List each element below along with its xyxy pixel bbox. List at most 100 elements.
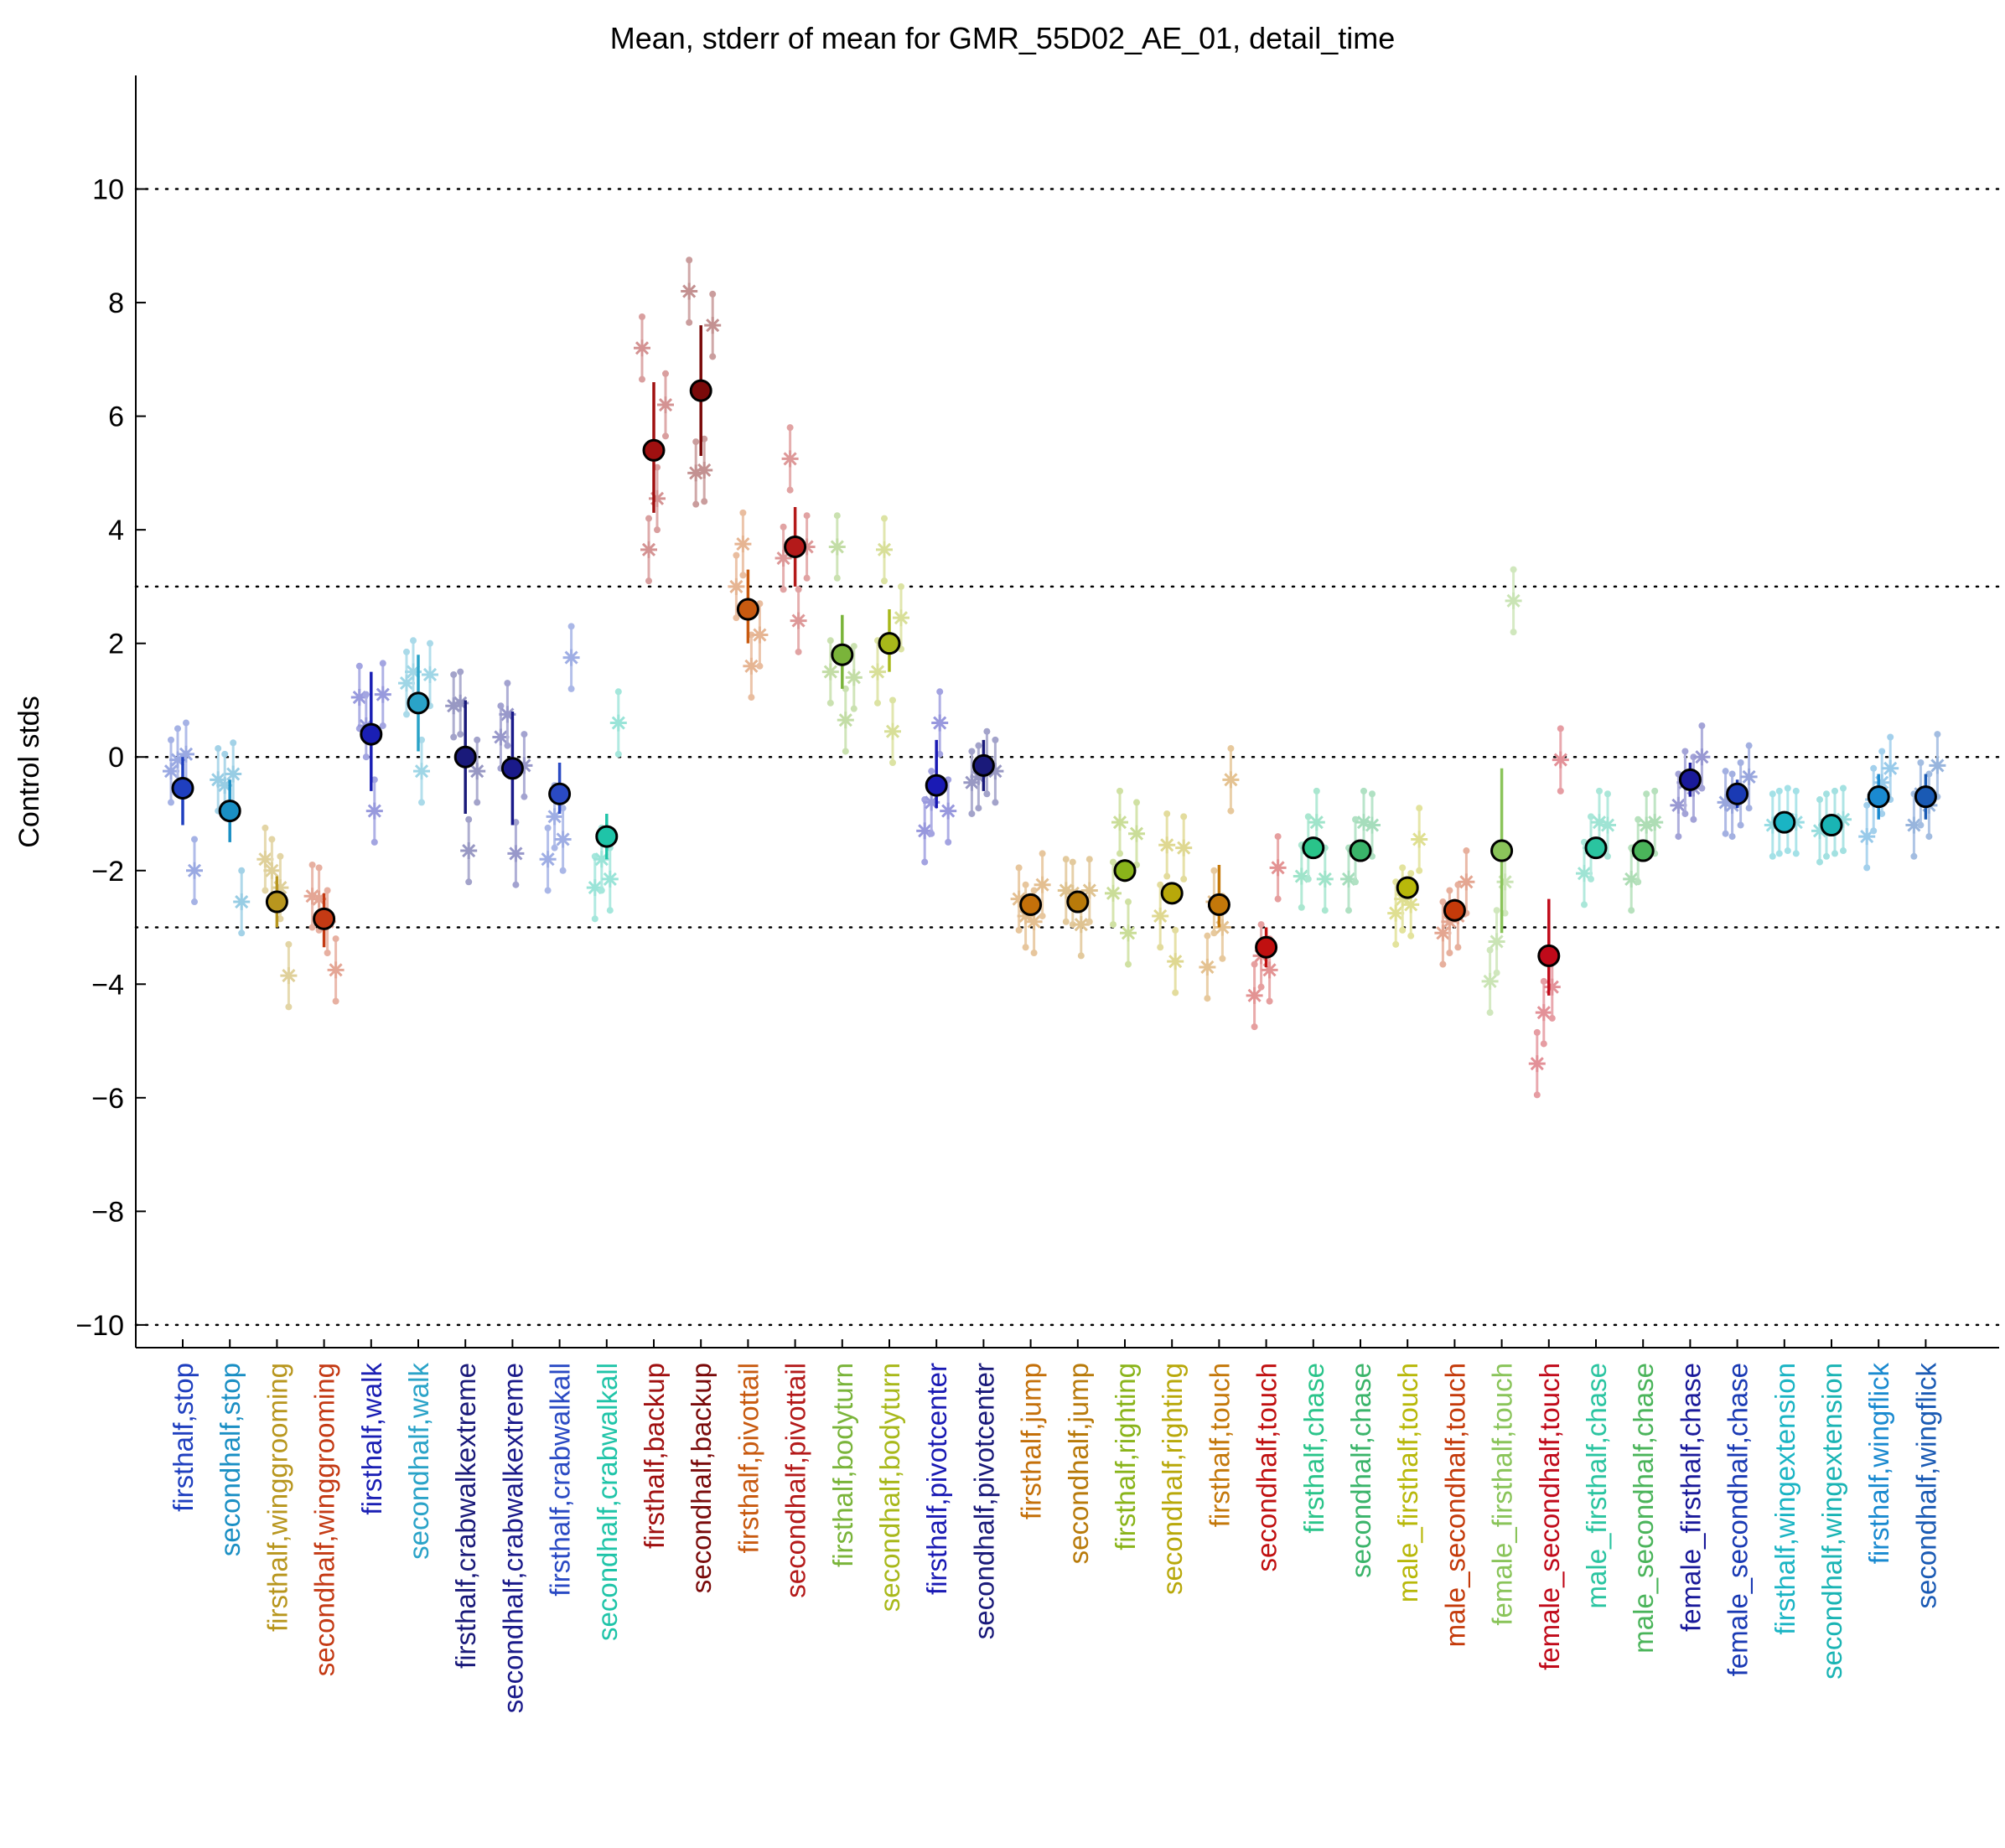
individual-point: [225, 765, 242, 783]
individual-error-cap: [1769, 852, 1776, 860]
mean-point: [1349, 839, 1372, 862]
x-tick-label: firsthalf,righting: [1110, 1363, 1141, 1550]
individual-error-cap: [355, 662, 363, 670]
mean-point: [500, 757, 524, 780]
individual-point: [1929, 757, 1946, 774]
individual-point-stroke: [1318, 872, 1332, 886]
x-axis: firsthalf,stop secondhalf,stop firsthalf,w…: [136, 1339, 1999, 1713]
individual-error-cap: [1062, 856, 1070, 863]
individual-error-cap: [1399, 864, 1407, 872]
individual-point: [940, 802, 957, 820]
individual-error-cap: [1675, 833, 1682, 841]
x-tick-label: secondhalf,jump: [1063, 1363, 1094, 1564]
individual-point-stroke: [611, 716, 625, 730]
individual-error-cap: [1446, 950, 1453, 957]
individual-error-cap: [559, 867, 567, 874]
individual-point-stroke: [1530, 1057, 1544, 1071]
individual-error-cap: [1360, 787, 1367, 795]
individual-error-cap: [465, 815, 473, 823]
individual-point-stroke: [265, 863, 279, 877]
individual-point: [601, 870, 619, 888]
individual-point-stroke: [494, 730, 508, 744]
individual-error-cap: [1870, 827, 1878, 835]
individual-error-cap: [1454, 944, 1462, 951]
individual-point: [186, 862, 203, 879]
individual-error-cap: [1321, 907, 1329, 914]
individual-error-cap: [1163, 810, 1171, 817]
individual-point-stroke: [918, 824, 932, 838]
x-tick-label: male_firsthalf,touch: [1392, 1363, 1423, 1602]
mean-point: [831, 643, 854, 666]
individual-error-cap: [701, 435, 708, 443]
individual-error-cap: [512, 819, 520, 826]
individual-error-cap: [1116, 787, 1123, 795]
individual-point-stroke: [170, 753, 185, 767]
individual-error-cap: [1298, 903, 1305, 911]
individual-error-cap: [803, 512, 811, 520]
individual-point: [1034, 876, 1051, 893]
individual-point-stroke: [367, 804, 381, 818]
individual-point: [1175, 839, 1193, 857]
x-tick-label: firsthalf,wingextension: [1769, 1363, 1800, 1635]
individual-point: [884, 722, 901, 740]
individual-error-cap: [686, 256, 693, 264]
individual-error-cap: [780, 523, 787, 531]
individual-point: [734, 536, 752, 553]
individual-point-stroke: [1483, 974, 1497, 988]
individual-point-stroke: [791, 613, 806, 628]
individual-point: [233, 893, 251, 911]
mean-point: [1443, 898, 1466, 922]
individual-point-stroke: [1536, 1006, 1551, 1020]
individual-point: [1364, 816, 1381, 834]
individual-error-cap: [168, 799, 174, 806]
y-axis: −10 −8 −6 −4 −2 0 2 4 6 8 10: [75, 75, 146, 1348]
individual-error-cap: [362, 691, 370, 698]
x-tick-label: firsthalf,bodyturn: [827, 1363, 858, 1567]
individual-point: [1105, 884, 1122, 902]
individual-error-cap: [1588, 813, 1594, 820]
mean-point: [265, 890, 288, 914]
individual-error-cap: [701, 498, 708, 505]
individual-point-stroke: [1624, 872, 1639, 886]
individual-error-cap: [889, 696, 896, 704]
individual-error-cap: [1737, 821, 1744, 829]
individual-error-cap: [1816, 858, 1823, 866]
individual-error-cap: [370, 838, 378, 846]
individual-error-cap: [1917, 821, 1925, 829]
mean-point: [1773, 810, 1796, 834]
individual-error-cap: [1831, 850, 1838, 857]
individual-error-cap: [1557, 725, 1564, 732]
individual-error-cap: [645, 515, 652, 522]
x-tick-label: firsthalf,wingflick: [1863, 1363, 1894, 1565]
individual-point: [1128, 825, 1145, 842]
individual-error-cap: [795, 586, 802, 593]
x-tick-label: firsthalf,touch: [1204, 1363, 1235, 1527]
individual-error-cap: [1698, 722, 1706, 729]
y-tick-label: 10: [92, 174, 124, 206]
individual-error-cap: [403, 648, 410, 655]
individual-error-cap: [1227, 745, 1235, 753]
individual-error-cap: [1823, 852, 1830, 860]
individual-error-cap: [1887, 733, 1894, 741]
individual-point-stroke: [1404, 898, 1418, 912]
mean-point: [642, 438, 666, 462]
individual-error-cap: [1533, 1028, 1541, 1036]
individual-point-stroke: [1506, 593, 1521, 608]
x-tick-label: female_firsthalf,touch: [1487, 1363, 1518, 1626]
individual-error-cap: [692, 438, 700, 446]
individual-point-stroke: [1356, 815, 1371, 830]
individual-error-cap: [465, 878, 473, 886]
mean-point: [689, 379, 712, 402]
mean-point: [171, 776, 194, 800]
individual-point-stroke: [1459, 875, 1474, 889]
individual-point: [728, 577, 745, 595]
y-tick-label: −6: [91, 1083, 124, 1115]
individual-error-cap: [1125, 898, 1132, 906]
individual-point-stroke: [1930, 758, 1945, 773]
y-tick-label: −4: [91, 969, 124, 1001]
individual-error-cap: [474, 799, 481, 806]
individual-error-cap: [1792, 850, 1800, 857]
individual-point: [374, 686, 391, 703]
mean-point: [878, 632, 901, 655]
individual-error-cap: [1274, 895, 1282, 903]
